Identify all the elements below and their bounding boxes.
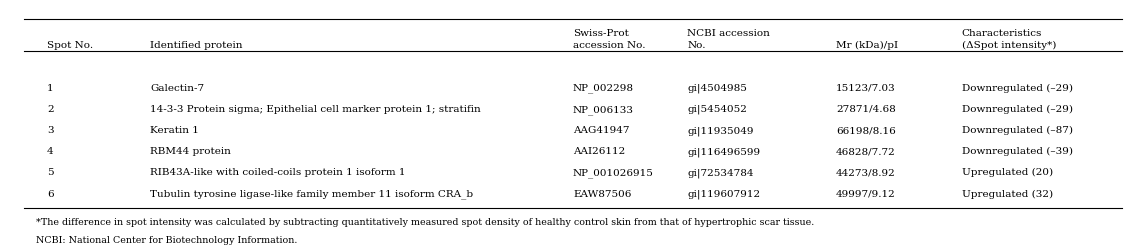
- Text: 4: 4: [47, 147, 54, 156]
- Text: 5: 5: [47, 168, 54, 177]
- Text: Mr (kDa)/pI: Mr (kDa)/pI: [835, 41, 898, 50]
- Text: accession No.: accession No.: [573, 41, 645, 50]
- Text: Spot No.: Spot No.: [47, 41, 93, 50]
- Text: Upregulated (32): Upregulated (32): [961, 190, 1053, 199]
- Text: 1: 1: [47, 84, 54, 93]
- Text: AAG41947: AAG41947: [573, 126, 629, 135]
- Text: 66198/8.16: 66198/8.16: [835, 126, 896, 135]
- Text: 2: 2: [47, 105, 54, 114]
- Text: Downregulated (–87): Downregulated (–87): [961, 126, 1073, 135]
- Text: Characteristics: Characteristics: [961, 29, 1042, 38]
- Text: Upregulated (20): Upregulated (20): [961, 168, 1053, 177]
- Text: 3: 3: [47, 126, 54, 135]
- Text: NP_006133: NP_006133: [573, 105, 634, 114]
- Text: gi|11935049: gi|11935049: [688, 126, 754, 136]
- Text: No.: No.: [688, 41, 706, 50]
- Text: gi|5454052: gi|5454052: [688, 105, 747, 114]
- Text: NCBI accession: NCBI accession: [688, 29, 770, 38]
- Text: Identified protein: Identified protein: [150, 41, 243, 50]
- Text: gi|119607912: gi|119607912: [688, 190, 761, 199]
- Text: Downregulated (–29): Downregulated (–29): [961, 84, 1073, 93]
- Text: gi|4504985: gi|4504985: [688, 84, 747, 93]
- Text: 46828/7.72: 46828/7.72: [835, 147, 896, 156]
- Text: RBM44 protein: RBM44 protein: [150, 147, 230, 156]
- Text: AAI26112: AAI26112: [573, 147, 626, 156]
- Text: (ΔSpot intensity*): (ΔSpot intensity*): [961, 41, 1057, 50]
- Text: 44273/8.92: 44273/8.92: [835, 168, 896, 177]
- Text: NCBI: National Center for Biotechnology Information.: NCBI: National Center for Biotechnology …: [36, 236, 297, 245]
- Text: Galectin-7: Galectin-7: [150, 84, 204, 93]
- Text: 14-3-3 Protein sigma; Epithelial cell marker protein 1; stratifin: 14-3-3 Protein sigma; Epithelial cell ma…: [150, 105, 481, 114]
- Text: gi|116496599: gi|116496599: [688, 147, 761, 157]
- Text: Downregulated (–39): Downregulated (–39): [961, 147, 1073, 156]
- Text: EAW87506: EAW87506: [573, 190, 631, 199]
- Text: NP_002298: NP_002298: [573, 84, 634, 93]
- Text: 6: 6: [47, 190, 54, 199]
- Text: *The difference in spot intensity was calculated by subtracting quantitatively m: *The difference in spot intensity was ca…: [36, 218, 814, 227]
- Text: Swiss-Prot: Swiss-Prot: [573, 29, 629, 38]
- Text: Keratin 1: Keratin 1: [150, 126, 199, 135]
- Text: Downregulated (–29): Downregulated (–29): [961, 105, 1073, 114]
- Text: Tubulin tyrosine ligase-like family member 11 isoform CRA_b: Tubulin tyrosine ligase-like family memb…: [150, 190, 473, 199]
- Text: NP_001026915: NP_001026915: [573, 168, 654, 178]
- Text: gi|72534784: gi|72534784: [688, 168, 754, 178]
- Text: 15123/7.03: 15123/7.03: [835, 84, 896, 93]
- Text: 49997/9.12: 49997/9.12: [835, 190, 896, 199]
- Text: 27871/4.68: 27871/4.68: [835, 105, 896, 114]
- Text: RIB43A-like with coiled-coils protein 1 isoform 1: RIB43A-like with coiled-coils protein 1 …: [150, 168, 406, 177]
